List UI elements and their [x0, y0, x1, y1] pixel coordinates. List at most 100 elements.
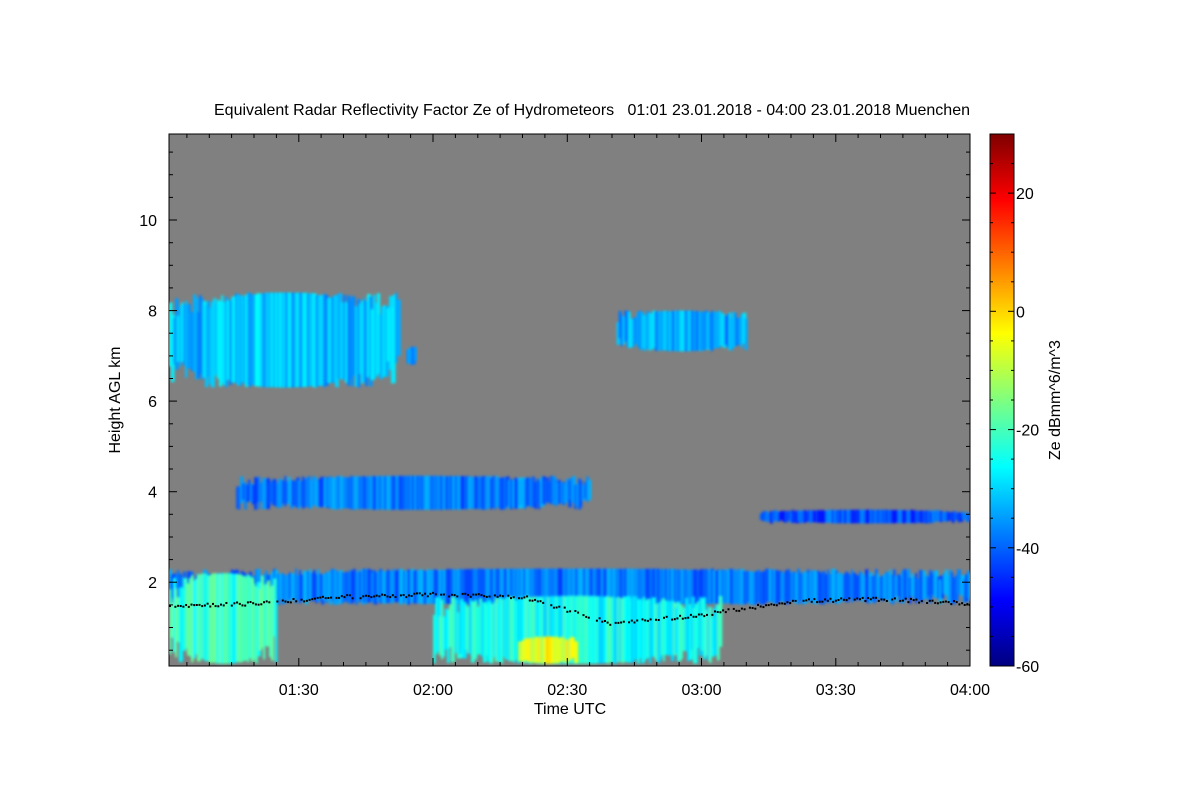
cloud-base-point	[187, 605, 190, 608]
cloud-base-point	[829, 597, 832, 600]
cloud-base-point	[791, 599, 794, 602]
x-axis: 01:30 02:00 02:30 03:00 03:30 04:00	[186, 134, 990, 699]
cloud-base-point	[582, 614, 585, 617]
cloud-base-point	[536, 600, 539, 603]
cloud-base-point	[421, 594, 424, 597]
cloud-base-point	[475, 593, 478, 596]
cloud-base-point	[724, 611, 727, 614]
cloud-base-point	[783, 602, 786, 605]
chart-title: Equivalent Radar Reflectivity Factor Ze …	[214, 102, 970, 119]
cloud-base-point	[177, 604, 180, 607]
cloud-base-point	[485, 595, 488, 598]
cloud-base-point	[808, 598, 810, 601]
cloud-base-point	[617, 621, 620, 624]
cloud-base-point	[818, 600, 821, 603]
echo-region-precipitation-core	[518, 636, 579, 664]
cloud-base-point	[918, 601, 921, 604]
cloud-base-point	[523, 596, 526, 599]
cloud-base-point	[813, 598, 816, 601]
cloud-base-point	[773, 603, 776, 606]
cloud-base-point	[902, 599, 904, 602]
cloud-base-point	[303, 600, 306, 603]
cloud-base-point	[346, 594, 349, 597]
cloud-base-point	[961, 602, 964, 605]
cloud-base-point	[743, 608, 746, 611]
cloud-base-point	[566, 610, 569, 613]
cloud-base-point	[518, 597, 520, 600]
cloud-base-point	[206, 602, 209, 605]
cloud-base-point	[386, 595, 389, 598]
cloud-base-point	[877, 599, 880, 602]
cloud-base-point	[244, 604, 247, 607]
cloud-base-point	[456, 595, 459, 598]
cloud-base-point	[794, 599, 797, 602]
cloud-base-point	[641, 618, 644, 621]
cloud-base-point	[461, 592, 464, 595]
cloud-base-point	[319, 596, 322, 599]
colorbar-axis: -60 -40 -20 0 20	[990, 133, 1039, 676]
cloud-base-point	[493, 594, 496, 597]
cloud-base-point	[716, 611, 719, 613]
cloud-base-point	[738, 609, 741, 612]
cloud-base-point	[365, 594, 367, 597]
cloud-base-point	[308, 598, 311, 601]
cloud-base-point	[340, 595, 343, 598]
cloud-base-point	[222, 604, 225, 607]
colorbar	[989, 133, 1015, 667]
cloud-base-point	[254, 603, 257, 606]
cloud-base-point	[899, 599, 902, 602]
cloud-base-point	[343, 596, 346, 599]
cloud-base-point	[821, 600, 824, 603]
cloud-base-point	[585, 615, 588, 618]
cloud-base-point	[934, 601, 937, 604]
cloud-base-point	[622, 620, 625, 623]
cloud-base-point	[692, 615, 695, 618]
cloud-base-point	[598, 617, 601, 620]
cloud-base-point	[837, 599, 840, 601]
cloud-base-point	[759, 605, 762, 608]
cloud-base-point	[697, 613, 700, 616]
cloud-base-point	[767, 604, 770, 607]
x-tick-label: 02:30	[547, 682, 587, 699]
cloud-base-point	[689, 613, 692, 616]
cloud-base-point	[676, 617, 679, 620]
cloud-base-point	[706, 613, 708, 616]
cloud-base-point	[802, 599, 805, 602]
cloud-base-point	[789, 602, 792, 605]
cloud-base-point	[875, 596, 878, 599]
cloud-base-point	[751, 607, 754, 609]
cloud-base-point	[606, 621, 609, 624]
cloud-base-point	[434, 593, 437, 596]
cloud-base-point	[805, 599, 808, 602]
cloud-base-point	[555, 606, 558, 609]
cloud-base-point	[671, 618, 674, 621]
cloud-base-point	[620, 621, 623, 624]
y-tick-label: 4	[148, 485, 157, 502]
cloud-base-point	[595, 619, 598, 622]
cloud-base-point	[314, 597, 316, 600]
cloud-base-point	[891, 598, 894, 601]
cloud-base-point	[327, 597, 330, 599]
y-tick-label: 8	[148, 304, 157, 321]
cloud-base-point	[335, 596, 338, 599]
cloud-base-point	[512, 596, 515, 599]
cloud-base-point	[748, 606, 751, 609]
cloud-base-point	[265, 600, 268, 603]
cloud-base-point	[276, 600, 279, 603]
y-axis-label: Height AGL km	[107, 346, 124, 453]
cloud-base-point	[673, 618, 676, 621]
cloud-base-point	[179, 605, 182, 607]
cloud-base-point	[257, 603, 260, 606]
cloud-base-point	[762, 606, 765, 609]
cloud-base-point	[520, 597, 523, 600]
cloud-base-point	[574, 610, 577, 612]
cloud-base-point	[381, 593, 384, 596]
cloud-base-point	[311, 598, 314, 601]
cloud-base-point	[840, 597, 843, 600]
cloud-base-point	[190, 603, 193, 606]
echo-region-ice-cloud	[169, 292, 401, 388]
cloud-base-point	[558, 605, 561, 608]
cloud-base-point	[703, 615, 706, 618]
cloud-base-point	[955, 601, 958, 604]
cloud-base-point	[389, 596, 392, 599]
